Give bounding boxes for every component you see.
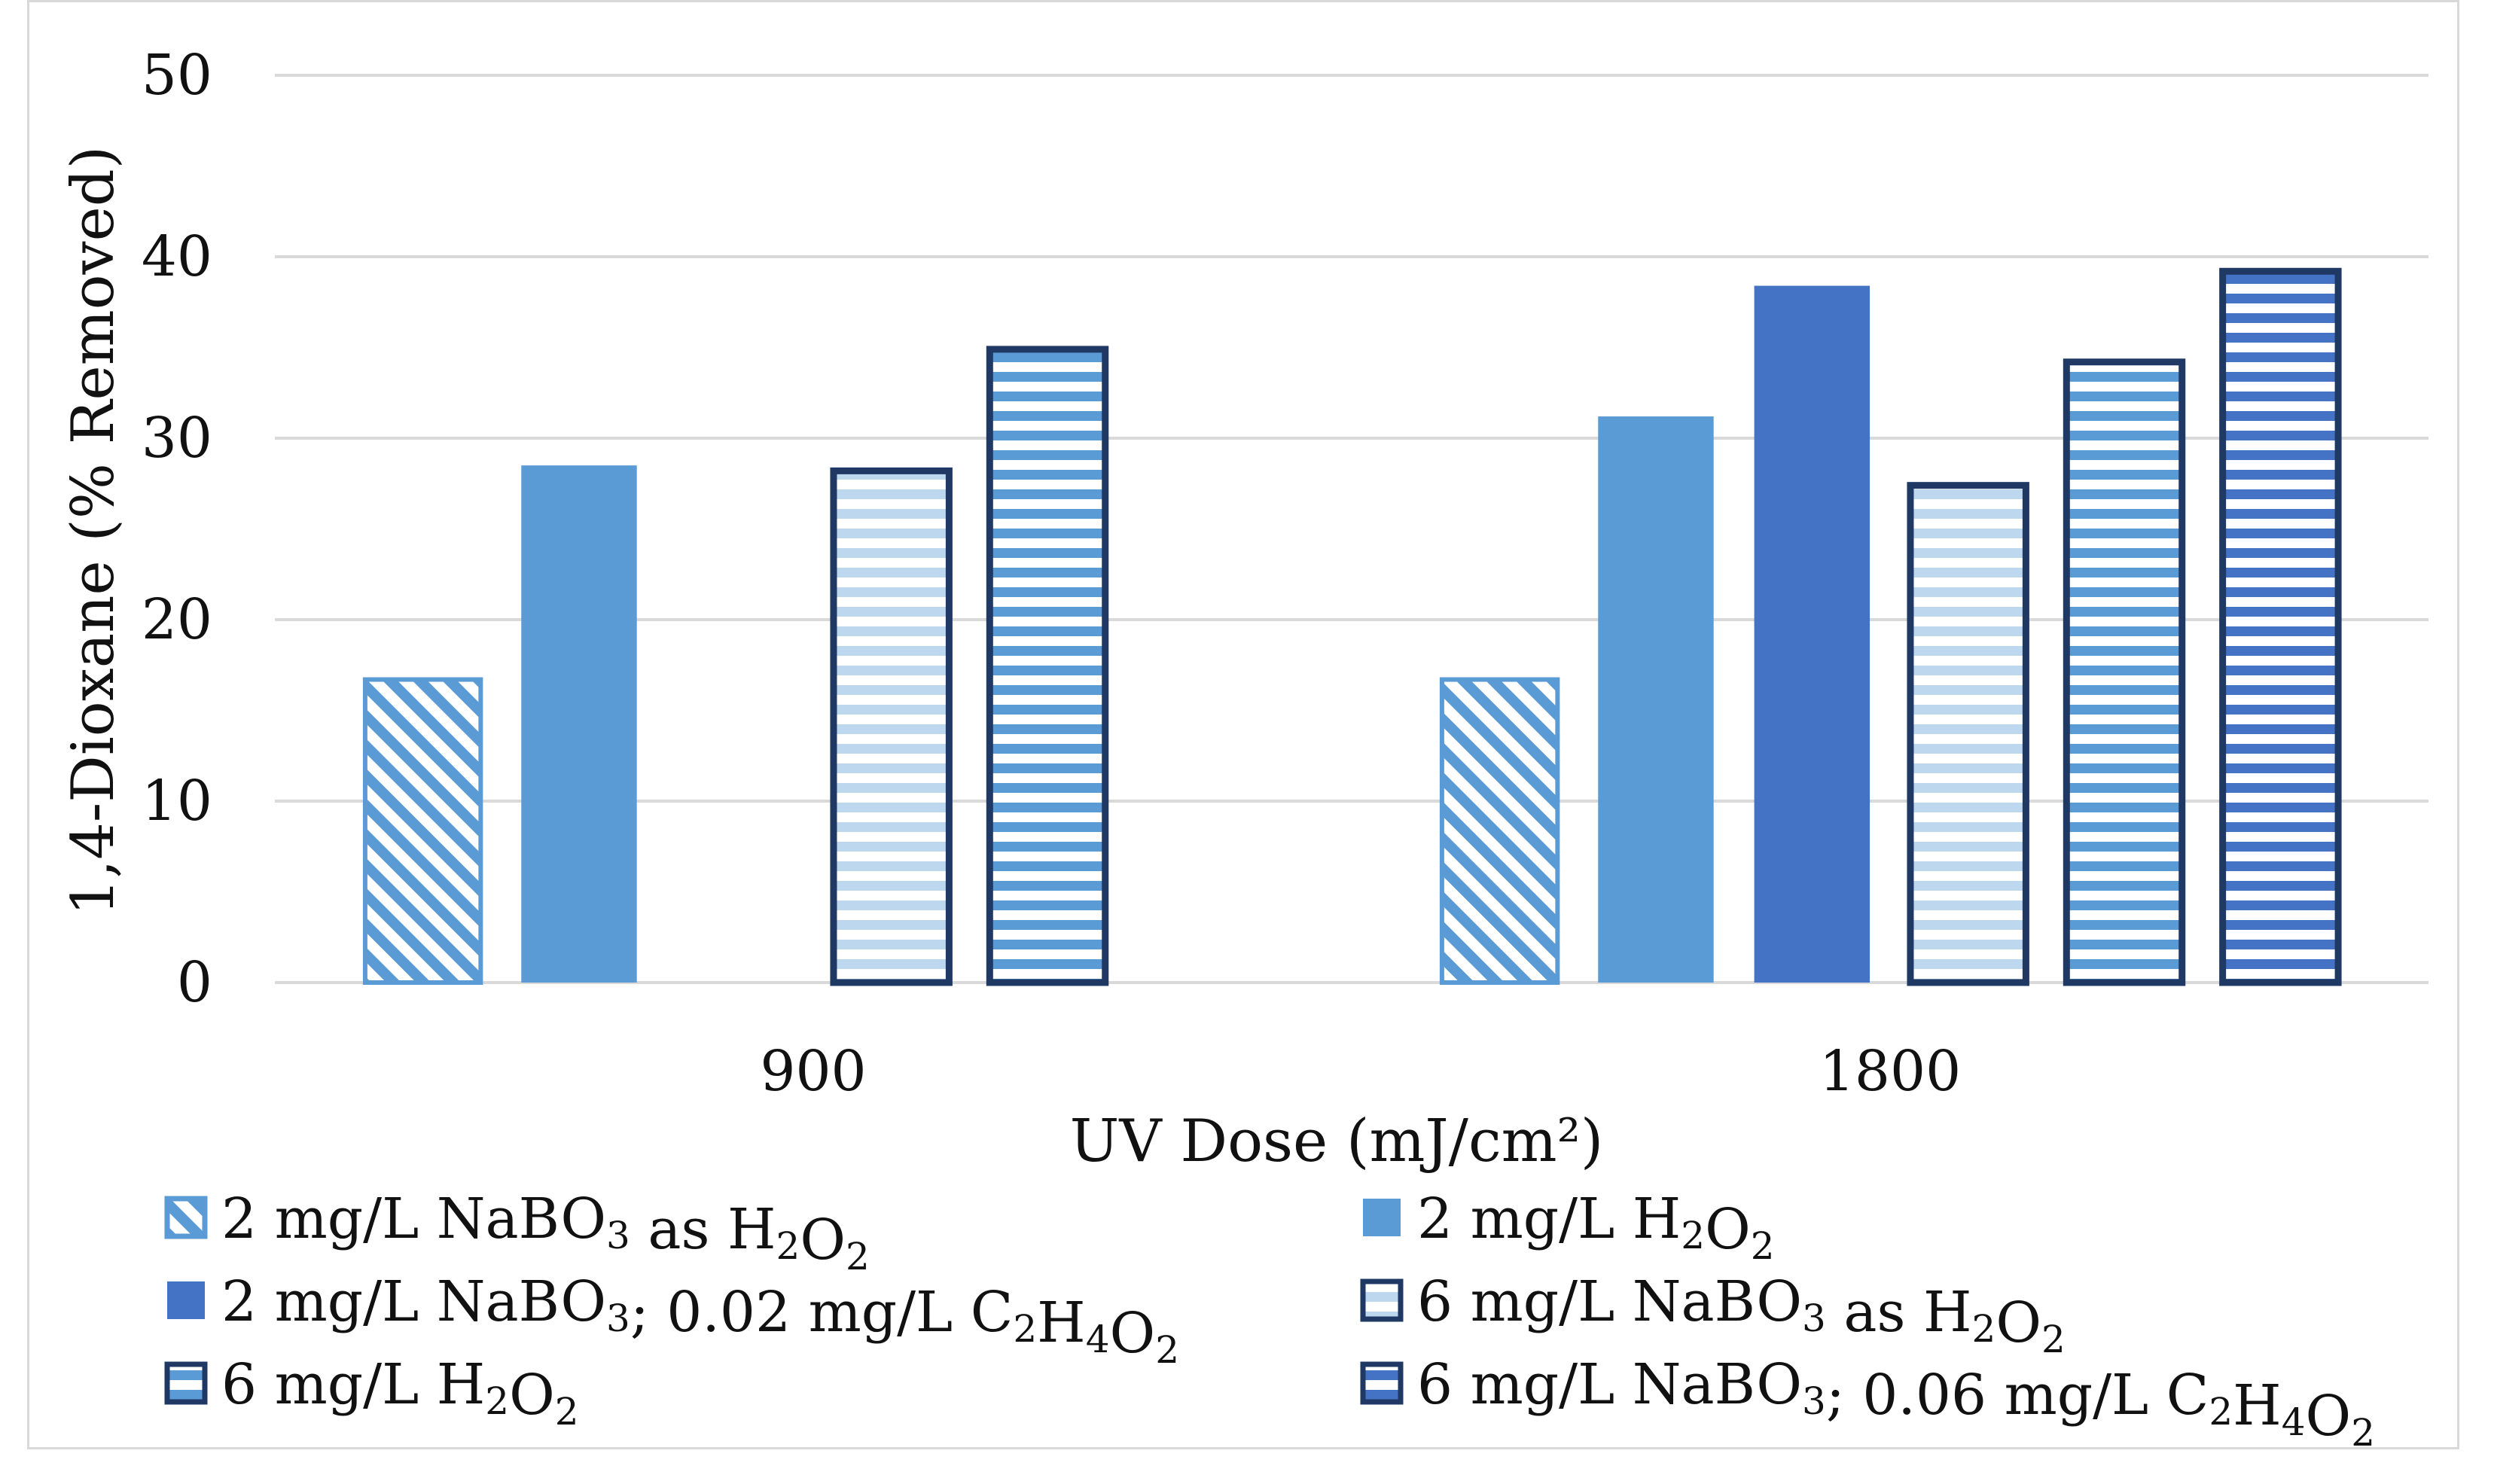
legend-label: 6 mg/L H2O2 [221, 1352, 579, 1434]
bar-1800-series-6 [2219, 267, 2342, 986]
x-tick-label: 900 [760, 1039, 866, 1104]
legend-label: 6 mg/L NaBO3 as H2O2 [1417, 1269, 2066, 1361]
legend-label: 2 mg/L H2O2 [1417, 1187, 1775, 1268]
y-axis-title: 1,4-Dioxane (% Removed) [59, 146, 127, 916]
legend-item-nabo3-2-acid: 2 mg/L NaBO3; 0.02 mg/L C2H4O2 [167, 1269, 1179, 1372]
legend-swatch [1360, 1278, 1404, 1322]
legend-swatch [1363, 1199, 1401, 1236]
legend-swatch [1360, 1361, 1404, 1405]
bar-1800-series-4 [1907, 482, 2029, 986]
x-axis-title: UV Dose (mJ/cm²) [1070, 1108, 1604, 1175]
y-tick-label: 50 [142, 43, 212, 108]
bar-1800-series-2 [1598, 416, 1714, 983]
x-tick-label: 1800 [1819, 1039, 1961, 1104]
y-tick-label: 0 [177, 950, 212, 1015]
legend-item-nabo3-2: 2 mg/L NaBO3 as H2O2 [164, 1187, 870, 1278]
bar-900-series-1 [362, 677, 483, 986]
bar-1800-series-1 [1439, 677, 1560, 986]
legend-label: 2 mg/L NaBO3; 0.02 mg/L C2H4O2 [221, 1269, 1179, 1372]
x-tick-labels: 900 1800 [760, 1039, 1961, 1104]
bar-1800-series-5 [2063, 358, 2186, 986]
y-tick-label: 10 [142, 769, 212, 833]
y-tick-label: 30 [142, 406, 212, 471]
y-tick-label: 20 [142, 587, 212, 652]
bar-900-series-4 [830, 467, 953, 986]
bar-900-series-2 [521, 465, 637, 983]
legend-item-nabo3-6: 6 mg/L NaBO3 as H2O2 [1360, 1269, 2066, 1361]
legend-label: 2 mg/L NaBO3 as H2O2 [221, 1187, 870, 1278]
legend-swatch [164, 1361, 208, 1405]
legend-swatch [167, 1281, 205, 1319]
bars [362, 267, 2342, 986]
legend: 2 mg/L NaBO3 as H2O2 2 mg/L H2O2 2 mg/L Na… [164, 1187, 2375, 1455]
bar-1800-series-3 [1754, 285, 1870, 983]
y-tick-label: 40 [142, 224, 212, 289]
legend-item-nabo3-6-acid: 6 mg/L NaBO3; 0.06 mg/L C2H4O2 [1360, 1352, 2375, 1455]
legend-swatch [164, 1196, 208, 1239]
legend-item-h2o2-6: 6 mg/L H2O2 [164, 1352, 579, 1434]
legend-item-h2o2-2: 2 mg/L H2O2 [1363, 1187, 1775, 1268]
bar-900-series-5 [986, 346, 1109, 986]
y-tick-labels: 0 10 20 30 40 50 [142, 43, 212, 1015]
legend-label: 6 mg/L NaBO3; 0.06 mg/L C2H4O2 [1417, 1352, 2375, 1455]
